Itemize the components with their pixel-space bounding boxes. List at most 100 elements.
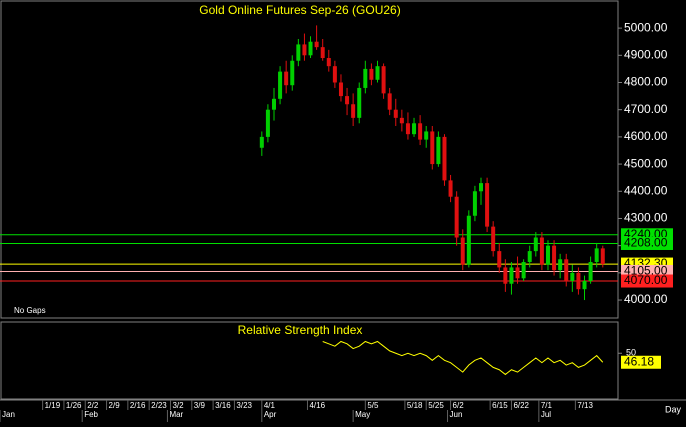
x-unit-label: Day — [665, 404, 682, 414]
candle-body — [491, 226, 496, 252]
candle-body — [290, 60, 295, 86]
x-tick-label: 2/16 — [130, 401, 146, 410]
candle-body — [442, 136, 447, 181]
candle-body — [564, 259, 569, 282]
candle-body — [576, 272, 581, 290]
candle-body — [460, 237, 465, 265]
month-label: Feb — [84, 410, 98, 419]
candle-body — [357, 87, 362, 118]
rsi-tick-label: 50 — [626, 348, 636, 358]
candle-body — [539, 237, 544, 265]
candle-body — [296, 44, 301, 61]
candle-body — [588, 261, 593, 282]
level-label: 4070.00 — [624, 273, 668, 287]
x-tick-label: 3/2 — [172, 401, 184, 410]
x-tick-label: 4/1 — [264, 401, 276, 410]
month-label: Jun — [450, 410, 463, 419]
y-tick-label: 4800.00 — [624, 75, 668, 89]
y-tick-label: 4700.00 — [624, 102, 668, 116]
candle-body — [393, 109, 398, 118]
candle-body — [509, 267, 514, 284]
x-tick-label: 1/19 — [45, 401, 61, 410]
x-tick-label: 2/2 — [87, 401, 99, 410]
candle-body — [454, 196, 459, 238]
x-tick-label: 5/18 — [407, 401, 423, 410]
x-tick-label: 3/23 — [236, 401, 252, 410]
x-tick-label: 7/1 — [541, 401, 553, 410]
candle-body — [387, 93, 392, 110]
x-tick-label: 3/9 — [194, 401, 206, 410]
candle-body — [399, 117, 404, 124]
candle-body — [363, 68, 368, 88]
rsi-panel — [0, 321, 619, 400]
x-tick-label: 2/23 — [151, 401, 167, 410]
x-tick-label: 6/22 — [513, 401, 529, 410]
candle-body — [405, 123, 410, 135]
candle-body — [265, 109, 270, 137]
candle-body — [375, 66, 380, 80]
x-tick-label: 5/25 — [428, 401, 444, 410]
x-tick-label: 4/16 — [309, 401, 325, 410]
x-tick-label: 6/15 — [492, 401, 508, 410]
y-tick-label: 5000.00 — [624, 20, 668, 34]
level-label-box — [621, 274, 673, 288]
candle-body — [412, 123, 417, 135]
level-label: 4208.00 — [624, 236, 668, 250]
candle-body — [284, 71, 289, 86]
candle-body — [552, 245, 557, 271]
candle-body — [320, 47, 325, 59]
chart-title: Gold Online Futures Sep-26 (GOU26) — [199, 3, 400, 17]
candle-body — [515, 267, 520, 279]
y-tick-label: 4300.00 — [624, 211, 668, 225]
candle-body — [570, 272, 575, 282]
candle-body — [338, 82, 343, 97]
candle-body — [381, 66, 386, 94]
candle-body — [308, 41, 313, 56]
candle-body — [448, 180, 453, 197]
month-label: Jan — [2, 410, 15, 419]
price-panel — [0, 0, 619, 319]
x-tick-label: 6/2 — [453, 401, 465, 410]
candle-body — [278, 71, 283, 99]
rsi-last-label: 46.18 — [624, 354, 654, 368]
level-label: 4105.00 — [624, 264, 668, 278]
candle-body — [582, 281, 587, 290]
candle-body — [503, 267, 508, 284]
month-label: Mar — [169, 410, 183, 419]
y-tick-label: 4900.00 — [624, 47, 668, 61]
candle-body — [521, 261, 526, 279]
candle-body — [472, 191, 477, 216]
candle-body — [436, 136, 441, 165]
candle-body — [485, 183, 490, 227]
candle-body — [466, 215, 471, 265]
month-label: Apr — [264, 410, 277, 419]
candle-body — [600, 248, 605, 265]
x-tick-label: 5/5 — [367, 401, 379, 410]
y-tick-label: 4600.00 — [624, 129, 668, 143]
candle-body — [332, 66, 337, 83]
y-tick-label: 4000.00 — [624, 292, 668, 306]
candle-body — [418, 123, 423, 140]
candle-body — [497, 251, 502, 268]
x-tick-label: 2/9 — [109, 401, 121, 410]
candle-body — [345, 96, 350, 105]
candle-body — [594, 248, 599, 262]
x-tick-label: 1/26 — [66, 401, 82, 410]
candle-body — [259, 136, 264, 148]
note: No Gaps — [14, 306, 46, 315]
candle-body — [351, 104, 356, 118]
month-label: Jul — [541, 410, 551, 419]
candle-body — [479, 183, 484, 192]
rsi-title: Relative Strength Index — [238, 323, 363, 337]
level-label-box — [621, 236, 673, 250]
y-tick-label: 4400.00 — [624, 183, 668, 197]
candle-body — [271, 98, 276, 110]
rsi-last-box — [621, 355, 661, 369]
candle-body — [314, 41, 319, 48]
candle-body — [430, 131, 435, 165]
candle-body — [424, 131, 429, 140]
candle-body — [302, 44, 307, 56]
x-tick-label: 7/13 — [577, 401, 593, 410]
